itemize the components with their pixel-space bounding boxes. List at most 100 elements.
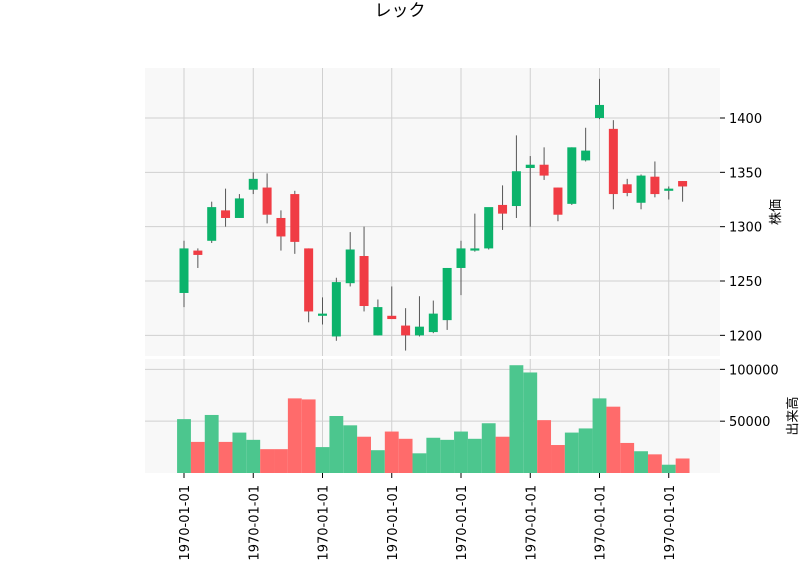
price-tick-label-1: 1250 <box>729 275 762 290</box>
volume-bar-11 <box>329 416 344 473</box>
candle-body-18 <box>428 313 438 333</box>
x-tick-label-4: 1970-01-01 <box>455 485 470 561</box>
volume-bar-4 <box>232 432 247 473</box>
volume-bars <box>177 365 690 473</box>
candle-body-23 <box>498 204 508 214</box>
candle-body-6 <box>262 187 272 215</box>
volume-bar-32 <box>620 442 635 473</box>
x-tick-label-6: 1970-01-01 <box>594 485 609 561</box>
candle-body-4 <box>234 198 244 218</box>
volume-bar-24 <box>509 365 524 473</box>
volume-bar-14 <box>370 450 385 473</box>
volume-bar-33 <box>634 451 648 473</box>
x-tick-label-5: 1970-01-01 <box>524 485 539 561</box>
volume-tick-label-0: 50000 <box>729 415 770 430</box>
candle-body-5 <box>248 178 258 190</box>
candle-body-35 <box>664 188 674 191</box>
volume-y-ticks: 50000 100000 <box>720 363 779 430</box>
volume-bar-26 <box>537 420 552 473</box>
price-tick-label-2: 1300 <box>729 221 762 236</box>
x-tick-label-3: 1970-01-01 <box>386 485 401 561</box>
price-tick-label-0: 1200 <box>729 329 762 344</box>
volume-bar-9 <box>301 399 316 473</box>
price-tick-label-3: 1350 <box>729 166 762 181</box>
candles <box>179 78 688 351</box>
volume-bar-34 <box>647 454 662 473</box>
candle-body-12 <box>345 249 355 284</box>
volume-bar-1 <box>190 441 205 473</box>
candle-body-19 <box>442 267 452 321</box>
candle-body-29 <box>581 150 591 161</box>
candle-body-32 <box>622 184 632 193</box>
candle-body-22 <box>484 207 494 249</box>
candle-body-21 <box>470 248 480 251</box>
volume-bar-21 <box>467 438 482 473</box>
price-panel: 1200 1250 1300 1350 1400 株価 <box>145 68 784 356</box>
volume-bar-16 <box>398 438 413 473</box>
volume-tick-label-1: 100000 <box>729 363 779 378</box>
volume-bar-27 <box>551 445 565 473</box>
candle-body-30 <box>595 104 604 118</box>
volume-bar-19 <box>440 439 455 473</box>
volume-y-label: 出来高 <box>785 396 800 435</box>
volume-panel: 50000 100000 出来高 <box>145 359 800 473</box>
volume-bar-10 <box>315 447 330 473</box>
volume-bar-15 <box>384 431 399 473</box>
volume-bar-12 <box>343 425 358 473</box>
x-tick-label-7: 1970-01-01 <box>663 485 678 561</box>
candle-body-20 <box>456 248 466 268</box>
candle-body-15 <box>387 315 397 320</box>
volume-bar-20 <box>454 431 468 473</box>
volume-bar-5 <box>246 439 261 473</box>
candle-body-25 <box>525 164 535 168</box>
volume-bar-7 <box>274 449 288 473</box>
price-tick-label-4: 1400 <box>729 112 762 127</box>
volume-bar-0 <box>177 419 191 473</box>
x-tick-label-2: 1970-01-01 <box>317 485 332 561</box>
candle-body-3 <box>221 210 231 218</box>
candle-body-8 <box>290 194 300 242</box>
candle-body-14 <box>373 307 383 336</box>
candle-body-34 <box>650 176 660 195</box>
candle-body-7 <box>276 217 286 237</box>
candle-body-16 <box>401 325 411 336</box>
volume-bar-6 <box>260 449 275 473</box>
candle-body-9 <box>304 248 314 312</box>
volume-bar-28 <box>564 432 579 473</box>
candle-body-10 <box>318 313 327 316</box>
x-tick-labels: 1970-01-01 1970-01-01 1970-01-01 1970-01-01… <box>178 473 678 561</box>
chart-title: レック <box>375 1 426 21</box>
volume-bar-3 <box>218 441 233 473</box>
candle-body-33 <box>636 175 646 203</box>
volume-bar-17 <box>412 453 427 473</box>
volume-bar-23 <box>495 436 510 473</box>
volume-bar-13 <box>357 436 371 473</box>
price-y-label: 株価 <box>769 199 784 225</box>
volume-bar-35 <box>661 464 676 473</box>
candle-body-26 <box>539 164 549 176</box>
candle-body-13 <box>359 256 369 307</box>
volume-bar-36 <box>675 458 690 473</box>
price-panel-background <box>145 68 720 356</box>
candle-body-31 <box>608 128 618 195</box>
volume-bar-8 <box>287 398 302 473</box>
volume-bar-29 <box>578 428 593 473</box>
volume-bar-30 <box>592 398 607 473</box>
candle-body-36 <box>678 181 688 187</box>
volume-bar-22 <box>481 423 496 473</box>
candle-body-27 <box>553 187 563 215</box>
candle-body-0 <box>179 248 189 293</box>
volume-bar-18 <box>426 437 441 473</box>
price-y-ticks: 1200 1250 1300 1350 1400 <box>720 112 762 344</box>
candle-body-1 <box>193 250 203 255</box>
candle-body-24 <box>511 171 521 207</box>
volume-bar-25 <box>523 372 538 473</box>
volume-bar-2 <box>204 414 219 473</box>
candle-body-28 <box>567 147 577 204</box>
candle-body-17 <box>414 326 424 336</box>
x-tick-label-0: 1970-01-01 <box>178 485 193 561</box>
candle-body-2 <box>207 207 217 241</box>
volume-bar-31 <box>606 406 621 473</box>
candle-body-11 <box>331 282 341 337</box>
